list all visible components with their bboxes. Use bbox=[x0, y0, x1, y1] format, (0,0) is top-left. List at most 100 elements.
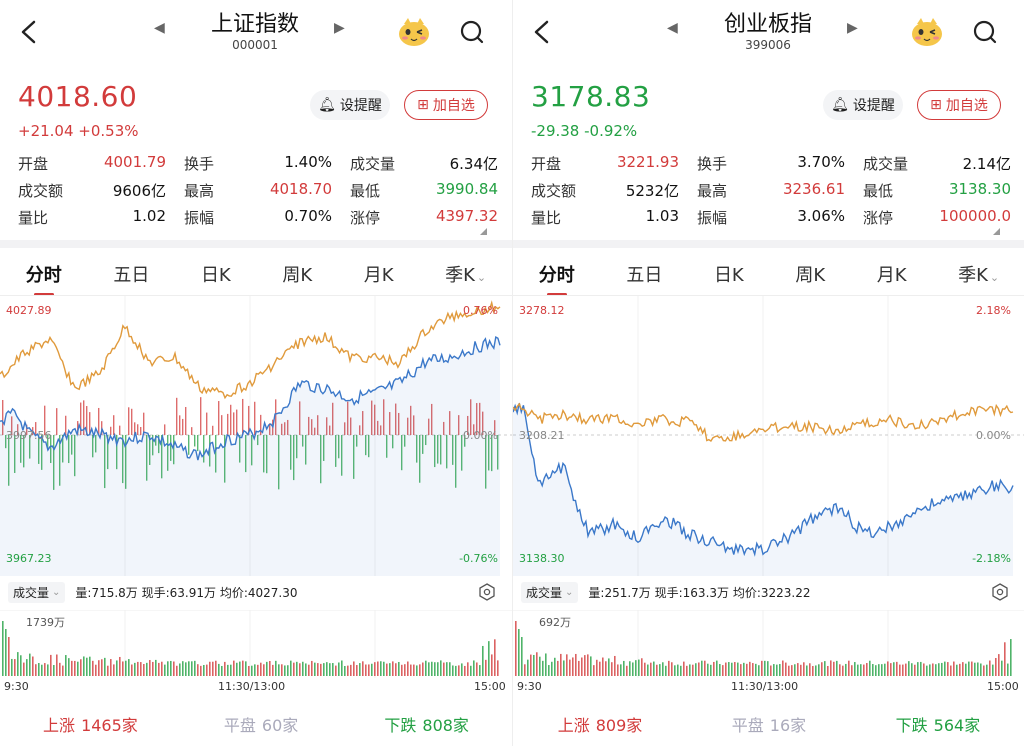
expand-corner-icon[interactable] bbox=[993, 228, 1000, 235]
volume-bar bbox=[758, 665, 760, 676]
volume-bar bbox=[482, 645, 484, 676]
volume-bar bbox=[659, 664, 661, 676]
flow-bar bbox=[173, 435, 175, 465]
volume-bar bbox=[263, 664, 265, 676]
settings-icon[interactable] bbox=[478, 583, 496, 601]
volume-bar bbox=[827, 665, 829, 676]
flow-bar bbox=[392, 435, 394, 449]
volume-bar bbox=[869, 660, 871, 676]
settings-icon[interactable] bbox=[991, 583, 1009, 601]
stat-label: 换手 bbox=[697, 155, 728, 173]
volume-bar bbox=[875, 665, 877, 676]
flow-bar bbox=[71, 435, 73, 455]
flow-bar bbox=[5, 435, 7, 449]
volume-bar bbox=[722, 665, 724, 676]
tab-quarterly[interactable]: 季K ⌄ bbox=[954, 261, 1003, 287]
volume-bar bbox=[644, 662, 646, 676]
search-icon[interactable] bbox=[971, 18, 999, 46]
quote-stats: 开盘 3221.93 换手 3.70% 成交量 2.14亿 成交额 5232亿 最高 3236.6… bbox=[531, 150, 1011, 231]
breadth-up-label: 上涨 bbox=[557, 716, 590, 735]
breadth-flat: 平盘 16家 bbox=[732, 712, 806, 738]
volume-bar bbox=[101, 659, 103, 676]
volume-bar bbox=[20, 655, 22, 676]
index-code: 000001 bbox=[232, 38, 278, 52]
next-index-icon[interactable]: ▶ bbox=[334, 20, 345, 36]
volume-bar bbox=[911, 663, 913, 676]
stat-cell: 成交量 2.14亿 bbox=[863, 153, 1011, 174]
volume-bar bbox=[857, 664, 859, 676]
volume-indicator-select[interactable]: 成交量 ⌄ bbox=[521, 581, 579, 603]
tab-label: 周K bbox=[282, 265, 313, 286]
volume-bar bbox=[695, 663, 697, 676]
add-watchlist-button[interactable]: ⊞ 加自选 bbox=[917, 90, 1001, 120]
volume-toolbar: 成交量 ⌄ 量:251.7万 现手:163.3万 均价:3223.22 bbox=[513, 578, 1024, 606]
flow-bar bbox=[92, 435, 94, 458]
prev-index-icon[interactable]: ◀ bbox=[667, 20, 678, 36]
set-alert-button[interactable]: 🔔︎ 设提醒 bbox=[823, 90, 903, 120]
axis-low: 3138.30 bbox=[519, 552, 565, 565]
stat-cell: 最低 3138.30 bbox=[863, 180, 1011, 201]
intraday-chart[interactable]: 3278.12 2.18% 3208.21 0.00% 3138.30 -2.18% bbox=[513, 296, 1024, 576]
flow-bar bbox=[368, 435, 370, 458]
volume-bar bbox=[257, 664, 259, 676]
market-breadth: 上涨 809家 平盘 16家 下跌 564家 bbox=[513, 712, 1024, 738]
add-watchlist-button[interactable]: ⊞ 加自选 bbox=[404, 90, 488, 120]
volume-bar bbox=[485, 659, 487, 676]
breadth-up-count: 1465家 bbox=[81, 716, 138, 735]
tab-weekly[interactable]: 周K bbox=[278, 261, 316, 287]
tab-monthly[interactable]: 月K bbox=[873, 261, 911, 287]
flow-bar bbox=[485, 435, 487, 489]
tab-daily[interactable]: 日K bbox=[197, 261, 235, 287]
intraday-chart[interactable]: 4027.89 0.76% 3997.56 0.00% 3967.23 -0.76% bbox=[0, 296, 512, 576]
tab-5day[interactable]: 五日 bbox=[622, 261, 666, 287]
flow-bar bbox=[125, 435, 127, 489]
tab-5day[interactable]: 五日 bbox=[109, 261, 153, 287]
mascot-icon[interactable] bbox=[396, 16, 432, 48]
volume-bar bbox=[986, 664, 988, 676]
back-icon[interactable] bbox=[527, 12, 557, 52]
set-alert-button[interactable]: 🔔︎ 设提醒 bbox=[310, 90, 390, 120]
tab-daily[interactable]: 日K bbox=[710, 261, 748, 287]
flow-bar bbox=[200, 397, 202, 435]
volume-bar bbox=[809, 663, 811, 676]
flow-bar bbox=[455, 435, 457, 488]
volume-bar bbox=[932, 663, 934, 676]
volume-info: 量:251.7万 现手:163.3万 均价:3223.22 bbox=[588, 585, 811, 600]
prev-index-icon[interactable]: ◀ bbox=[154, 20, 165, 36]
volume-bar bbox=[551, 661, 553, 676]
breadth-flat-label: 平盘 bbox=[731, 716, 764, 735]
mascot-icon[interactable] bbox=[909, 16, 945, 48]
volume-indicator-select[interactable]: 成交量 ⌄ bbox=[8, 581, 66, 603]
back-icon[interactable] bbox=[14, 12, 44, 52]
expand-corner-icon[interactable] bbox=[480, 228, 487, 235]
stat-value: 3.70% bbox=[797, 153, 845, 171]
tab-weekly[interactable]: 周K bbox=[791, 261, 829, 287]
flow-bar bbox=[158, 435, 160, 454]
volume-bar bbox=[989, 660, 991, 676]
tab-intraday[interactable]: 分时 bbox=[22, 261, 66, 296]
volume-bar bbox=[665, 665, 667, 676]
flow-bar bbox=[440, 435, 442, 465]
volume-bar bbox=[323, 663, 325, 676]
volume-bar bbox=[812, 665, 814, 676]
volume-bar bbox=[191, 661, 193, 676]
stats-row: 成交额 5232亿 最高 3236.61 最低 3138.30 bbox=[531, 177, 1011, 204]
volume-bar bbox=[656, 664, 658, 676]
flow-bar bbox=[371, 400, 373, 435]
volume-bar bbox=[947, 662, 949, 676]
tab-monthly[interactable]: 月K bbox=[360, 261, 398, 287]
volume-bar bbox=[92, 660, 94, 676]
volume-bar bbox=[296, 661, 298, 676]
tab-label: 季K bbox=[958, 265, 988, 286]
volume-bar bbox=[797, 663, 799, 676]
search-icon[interactable] bbox=[458, 18, 486, 46]
volume-bar bbox=[242, 660, 244, 676]
flow-bar bbox=[38, 435, 40, 464]
volume-bar bbox=[344, 665, 346, 676]
tab-intraday[interactable]: 分时 bbox=[535, 261, 579, 296]
tab-quarterly[interactable]: 季K ⌄ bbox=[441, 261, 490, 287]
next-index-icon[interactable]: ▶ bbox=[847, 20, 858, 36]
volume-bar bbox=[458, 665, 460, 676]
breadth-flat: 平盘 60家 bbox=[224, 712, 298, 738]
flow-bar bbox=[449, 411, 451, 435]
